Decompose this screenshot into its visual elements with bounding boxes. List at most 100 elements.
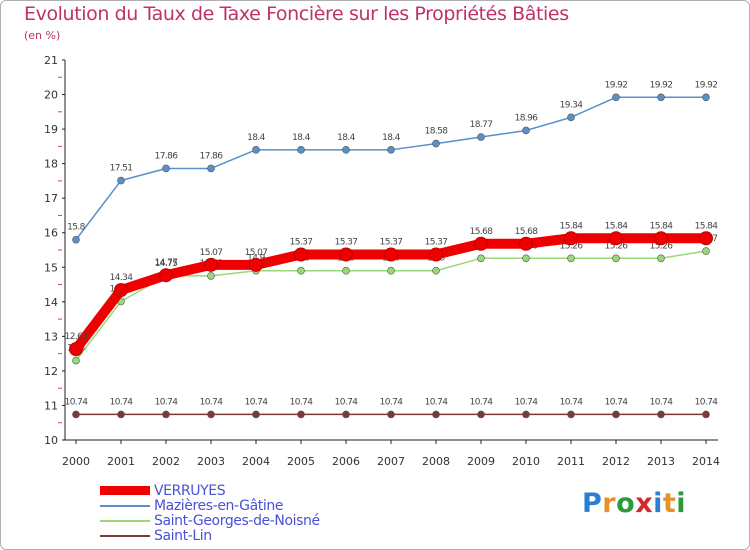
proxiti-logo: Proxiti	[582, 488, 686, 519]
y-tick-label: 10	[44, 434, 58, 447]
logo-letter: i	[676, 488, 687, 519]
data-label-saint-georges-de-noisne: 15.26	[560, 241, 584, 251]
data-label-saint-lin: 10.74	[650, 397, 674, 407]
data-label-mazieres-en-gatine: 18.4	[247, 133, 266, 143]
y-tick-label: 18	[44, 158, 58, 171]
data-label-verruyes: 15.84	[605, 221, 629, 231]
data-label-mazieres-en-gatine: 18.96	[515, 113, 539, 123]
data-label-saint-lin: 10.74	[110, 397, 134, 407]
data-point-saint-georges-de-noisne	[657, 254, 665, 263]
data-point-mazieres-en-gatine	[162, 164, 170, 173]
data-point-saint-lin	[567, 410, 575, 419]
legend-label: Saint-Lin	[154, 527, 212, 544]
data-label-mazieres-en-gatine: 18.58	[425, 127, 449, 137]
y-tick-label: 20	[44, 89, 58, 102]
x-tick-label: 2006	[332, 455, 360, 468]
legend: VERRUYES Mazières-en-Gâtine Saint-George…	[100, 483, 320, 544]
data-label-saint-lin: 10.74	[155, 397, 179, 407]
x-tick-label: 2013	[647, 455, 675, 468]
data-label-verruyes: 15.07	[245, 248, 268, 258]
data-point-saint-lin	[207, 410, 215, 419]
data-point-verruyes	[339, 247, 353, 262]
data-point-verruyes	[564, 231, 578, 246]
data-point-mazieres-en-gatine	[297, 146, 305, 154]
series-line-mazieres-en-gatine	[75, 96, 706, 241]
data-point-saint-lin	[432, 410, 440, 419]
data-label-saint-lin: 10.74	[695, 397, 719, 407]
data-point-verruyes	[699, 231, 713, 246]
logo-letter: x	[635, 488, 654, 519]
data-point-saint-lin	[387, 410, 395, 419]
x-tick-label: 2010	[512, 455, 540, 468]
data-point-verruyes	[69, 342, 83, 357]
data-point-mazieres-en-gatine	[477, 133, 485, 141]
data-label-verruyes: 15.07	[200, 248, 223, 258]
x-tick-label: 2011	[557, 455, 585, 468]
data-point-verruyes	[609, 231, 623, 246]
legend-swatch-verruyes	[100, 486, 150, 495]
data-label-saint-lin: 10.74	[560, 397, 584, 407]
data-label-saint-georges-de-noisne: 15.26	[650, 241, 674, 251]
chart-title: Evolution du Taux de Taxe Foncière sur l…	[24, 3, 569, 25]
y-tick-label: 13	[44, 330, 58, 343]
x-tick-label: 2004	[242, 455, 270, 468]
data-point-saint-lin	[117, 410, 125, 419]
data-point-saint-lin	[342, 410, 350, 419]
data-label-verruyes: 15.84	[650, 221, 674, 231]
logo-letter: P	[582, 488, 603, 519]
data-label-mazieres-en-gatine: 18.4	[382, 133, 401, 143]
legend-item-saint-georges: Saint-Georges-de-Noisné	[100, 512, 320, 529]
data-label-saint-lin: 10.74	[335, 397, 359, 407]
x-tick-label: 2001	[107, 455, 135, 468]
data-point-mazieres-en-gatine	[117, 176, 125, 185]
data-label-verruyes: 15.68	[515, 227, 539, 237]
y-tick-label: 21	[44, 54, 58, 67]
logo-letter: i	[653, 488, 663, 519]
data-point-saint-lin	[72, 410, 80, 419]
data-point-saint-georges-de-noisne	[702, 247, 710, 255]
data-point-saint-georges-de-noisne	[342, 266, 350, 275]
y-tick-label: 17	[44, 192, 58, 205]
data-label-saint-lin: 10.74	[200, 397, 224, 407]
data-point-verruyes	[159, 268, 173, 283]
data-point-verruyes	[429, 247, 443, 262]
data-label-verruyes: 15.68	[470, 227, 494, 237]
data-label-mazieres-en-gatine: 19.34	[560, 100, 584, 110]
data-point-saint-lin	[297, 410, 305, 419]
x-tick-label: 2005	[287, 455, 315, 468]
data-point-verruyes	[654, 231, 668, 246]
data-point-saint-lin	[702, 410, 710, 419]
x-tick-label: 2009	[467, 455, 495, 468]
data-label-verruyes: 15.84	[695, 221, 719, 231]
data-label-mazieres-en-gatine: 18.4	[292, 133, 311, 143]
data-label-saint-lin: 10.74	[380, 397, 404, 407]
data-point-saint-lin	[477, 410, 485, 419]
legend-item-verruyes: VERRUYES	[100, 483, 320, 499]
data-point-mazieres-en-gatine	[567, 113, 575, 122]
y-tick-label: 19	[44, 123, 58, 136]
legend-item-mazieres: Mazières-en-Gâtine	[100, 498, 320, 514]
data-point-mazieres-en-gatine	[342, 146, 350, 154]
data-point-mazieres-en-gatine	[702, 93, 710, 102]
data-point-saint-georges-de-noisne	[567, 254, 575, 263]
data-label-saint-lin: 10.74	[425, 397, 449, 407]
data-label-mazieres-en-gatine: 18.77	[470, 120, 493, 130]
data-point-saint-georges-de-noisne	[72, 356, 80, 365]
x-tick-label: 2012	[602, 455, 630, 468]
data-point-verruyes	[249, 257, 263, 272]
data-point-mazieres-en-gatine	[252, 146, 260, 154]
data-point-mazieres-en-gatine	[522, 126, 530, 135]
x-tick-label: 2008	[422, 455, 450, 468]
data-label-saint-lin: 10.74	[515, 397, 539, 407]
data-label-mazieres-en-gatine: 19.92	[695, 80, 718, 90]
legend-label: Saint-Georges-de-Noisné	[154, 512, 320, 529]
data-point-verruyes	[204, 257, 218, 272]
legend-item-saint-lin: Saint-Lin	[100, 527, 320, 544]
data-point-saint-lin	[657, 410, 665, 419]
x-tick-label: 2014	[692, 455, 720, 468]
data-label-mazieres-en-gatine: 19.92	[605, 80, 628, 90]
data-point-verruyes	[294, 247, 308, 262]
logo-letter: r	[602, 488, 617, 519]
data-point-verruyes	[114, 283, 128, 298]
logo-letter: t	[662, 488, 677, 519]
